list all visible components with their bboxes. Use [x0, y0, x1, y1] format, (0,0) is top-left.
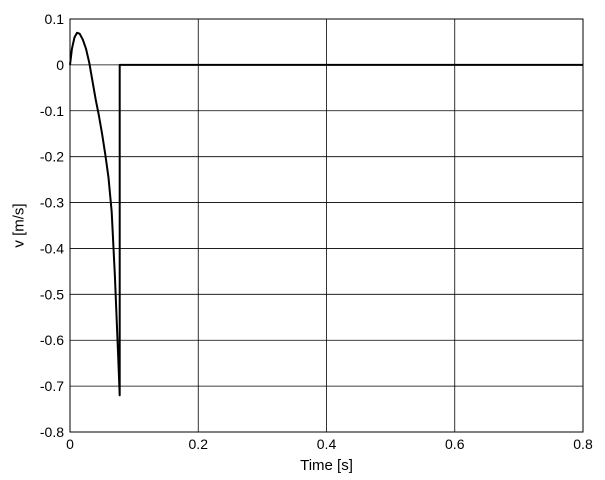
x-tick-label: 0.2: [189, 436, 209, 452]
x-tick-label: 0.8: [573, 436, 593, 452]
series-line-1: [69, 31, 583, 397]
y-tick-label: -0.1: [40, 103, 64, 119]
y-tick-label: -0.4: [40, 240, 64, 256]
grid-lines: [69, 18, 584, 433]
y-tick-label: -0.2: [40, 149, 64, 165]
y-tick-label: -0.6: [40, 332, 64, 348]
plot-lines: [69, 31, 583, 397]
y-tick-label: -0.3: [40, 195, 64, 211]
x-axis-title: Time [s]: [300, 457, 353, 474]
x-tick-label: 0.4: [317, 436, 337, 452]
x-tick-label: 0.6: [445, 436, 465, 452]
plot-area-frame: [69, 18, 584, 433]
y-tick-label: -0.8: [40, 424, 64, 440]
y-tick-label: -0.7: [40, 378, 64, 394]
y-tick-label: -0.5: [40, 286, 64, 302]
y-tick-label: 0: [56, 57, 64, 73]
x-tick-label: 0: [66, 436, 74, 452]
y-axis-title: v [m/s]: [10, 203, 27, 247]
y-tick-label: 0.1: [45, 11, 65, 27]
tick-labels: 0 0.2 0.4 0.6 0.8 0.1 0 -0.1 -0.2 -0.3 -0.4 -0.5 -0.…: [40, 11, 593, 452]
